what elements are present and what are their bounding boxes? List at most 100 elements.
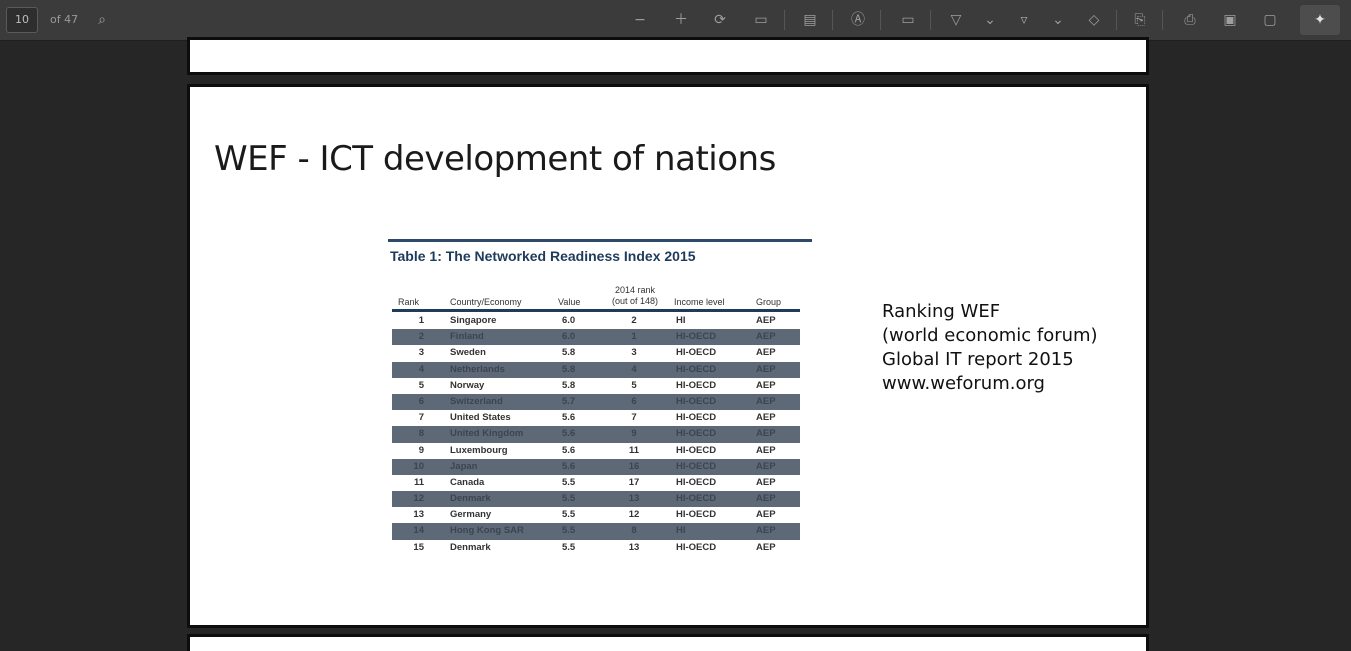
col-prev-rank-line1: 2014 rank (614, 285, 656, 295)
save-as-icon[interactable]: ▢ (1263, 12, 1277, 28)
cell-value: 5.5 (562, 476, 576, 488)
cell-value: 5.6 (562, 412, 576, 424)
table-top-rule (388, 239, 812, 242)
highlight-icon[interactable]: ▽ (950, 12, 962, 28)
table-row: 5 Norway 5.8 5 HI-OECD AEP (392, 378, 800, 394)
cell-rank: 9 (418, 444, 424, 456)
cell-rank: 1 (418, 315, 424, 326)
cell-group: AEP (756, 525, 776, 537)
cell-value: 5.6 (562, 428, 576, 440)
cell-country: Hong Kong SAR (450, 525, 524, 537)
cell-prev-rank: 2 (631, 315, 637, 326)
save-icon[interactable]: ▣ (1223, 12, 1237, 28)
cell-group: AEP (756, 493, 776, 505)
table-caption: Table 1: The Networked Readiness Index 2… (390, 248, 696, 264)
cell-rank: 4 (418, 363, 424, 375)
pin-icon[interactable]: ✦ (1300, 5, 1340, 35)
cell-prev-rank: 3 (631, 347, 637, 359)
cell-income: HI-OECD (676, 493, 717, 505)
col-prev-rank-line2: (out of 148) (611, 296, 659, 306)
table-body: 1 Singapore 6.0 2 HI AEP 2 Finland 6.0 1 HI-OECD AE… (392, 313, 800, 556)
table-row: 3 Sweden 5.8 3 HI-OECD AEP (392, 345, 800, 361)
cell-value: 5.5 (562, 525, 576, 537)
cell-value: 5.6 (562, 444, 576, 456)
cell-rank: 14 (413, 525, 424, 537)
cell-country: Switzerland (450, 395, 503, 407)
cell-income: HI-OECD (676, 363, 717, 375)
side-note: Ranking WEF (world economic forum) Globa… (882, 301, 1112, 397)
cell-country: Finland (450, 331, 484, 343)
cell-rank: 12 (413, 493, 424, 505)
search-icon[interactable]: ⌕ (98, 12, 106, 28)
cell-value: 6.0 (562, 331, 576, 343)
cell-group: AEP (756, 379, 776, 391)
slide-title: WEF - ICT development of nations (214, 139, 776, 179)
cell-country: Norway (450, 379, 485, 391)
cell-value: 5.5 (562, 541, 576, 553)
chevron-down-icon[interactable]: ⌄ (984, 12, 996, 28)
table-row: 11 Canada 5.5 17 HI-OECD AEP (392, 475, 800, 491)
toolbar-divider (880, 10, 881, 30)
cell-group: AEP (756, 363, 776, 375)
fit-page-icon[interactable]: ▭ (754, 12, 768, 28)
col-rank-header: Rank (398, 297, 420, 307)
draw-box-icon[interactable]: ▭ (901, 12, 915, 28)
cell-income: HI-OECD (676, 331, 717, 343)
eraser-icon[interactable]: ◇ (1088, 12, 1100, 28)
cell-value: 5.6 (562, 460, 576, 472)
cell-income: HI-OECD (676, 509, 717, 521)
col-income-header: Income level (674, 297, 725, 307)
page-number-input[interactable]: 10 (6, 7, 38, 33)
cell-value: 5.8 (562, 379, 576, 391)
cell-country: Luxembourg (450, 444, 508, 456)
cell-income: HI-OECD (676, 412, 717, 424)
table-row: 1 Singapore 6.0 2 HI AEP (392, 313, 800, 329)
cell-group: AEP (756, 460, 776, 472)
zoom-in-icon[interactable]: ＋ (674, 12, 688, 28)
table-row: 8 United Kingdom 5.6 9 HI-OECD AEP (392, 426, 800, 443)
rotate-icon[interactable]: ⟳ (714, 12, 726, 28)
note-line-1: Ranking WEF (882, 301, 1001, 322)
cell-group: AEP (756, 476, 776, 488)
table-header-rule (392, 309, 800, 312)
col-country-header: Country/Economy (450, 297, 522, 307)
zoom-out-icon[interactable]: − (634, 12, 646, 28)
table-row: 14 Hong Kong SAR 5.5 8 HI AEP (392, 523, 800, 540)
cell-group: AEP (756, 509, 776, 521)
table-header: Rank Country/Economy Value 2014 rank (ou… (392, 279, 800, 309)
cell-country: Singapore (450, 315, 497, 326)
cell-prev-rank: 16 (628, 460, 640, 472)
print-icon[interactable]: ⎙ (1184, 12, 1196, 28)
cell-income: HI-OECD (676, 395, 717, 407)
cell-rank: 8 (418, 428, 424, 440)
cell-rank: 3 (418, 347, 424, 359)
cell-value: 6.0 (562, 315, 576, 326)
table-row: 9 Luxembourg 5.6 11 HI-OECD AEP (392, 443, 800, 459)
chevron-down-icon[interactable]: ⌄ (1052, 12, 1064, 28)
cell-prev-rank: 1 (631, 331, 637, 343)
col-prev-rank-header: 2014 rank (out of 148) (600, 285, 670, 307)
cell-income: HI (676, 525, 686, 537)
table-row: 10 Japan 5.6 16 HI-OECD AEP (392, 458, 800, 475)
cell-income: HI-OECD (676, 476, 717, 488)
cell-group: AEP (756, 428, 776, 440)
cell-rank: 13 (413, 509, 424, 521)
cell-country: Japan (450, 460, 478, 472)
toolbar-divider (832, 10, 833, 30)
page-view-icon[interactable]: ▤ (803, 12, 817, 28)
table-row: 13 Germany 5.5 12 HI-OECD AEP (392, 507, 800, 523)
cell-value: 5.5 (562, 509, 576, 521)
cell-country: Denmark (450, 493, 491, 505)
cell-income: HI-OECD (676, 347, 717, 359)
read-aloud-icon[interactable]: Ⓐ (851, 12, 865, 28)
cell-income: HI-OECD (676, 460, 717, 472)
toolbar-divider (930, 10, 931, 30)
filter-icon[interactable]: ▿ (1020, 12, 1028, 28)
cell-income: HI-OECD (676, 379, 717, 391)
cell-country: United States (450, 412, 511, 424)
cell-prev-rank: 12 (628, 509, 640, 521)
stamp-icon[interactable]: ⎘ (1134, 12, 1146, 28)
cell-rank: 2 (418, 331, 424, 343)
cell-rank: 11 (413, 476, 424, 488)
cell-prev-rank: 9 (631, 428, 637, 440)
